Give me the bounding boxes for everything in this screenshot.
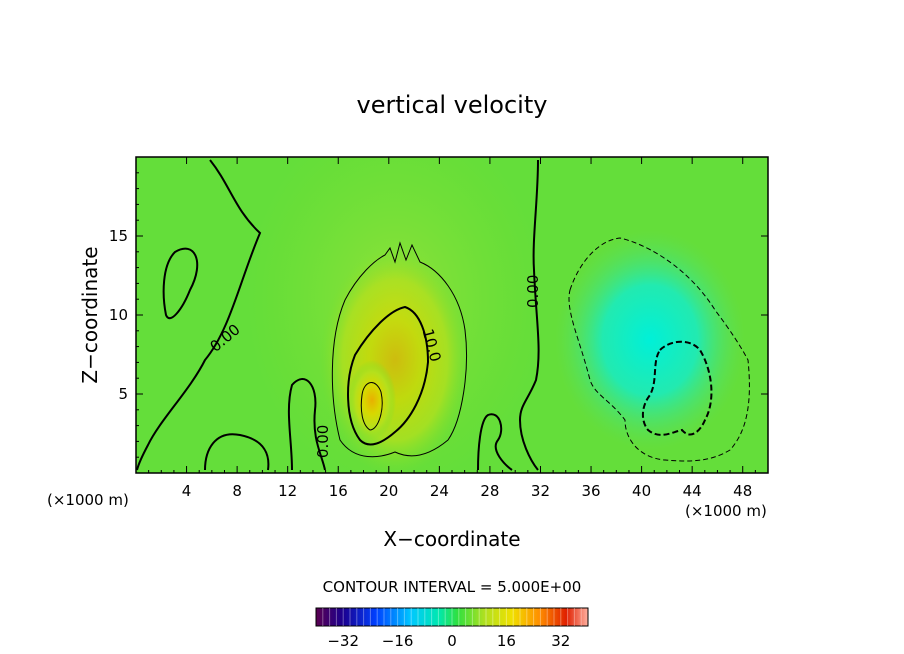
x-tick-label: 32	[531, 482, 550, 500]
x-tick-label: 48	[733, 482, 752, 500]
colorbar-tick-label: 16	[497, 632, 516, 650]
x-ticks: 4 8 12 16 20 24 28 32 36 40 44 48	[148, 157, 756, 500]
y-axis-label: Z−coordinate	[78, 246, 102, 383]
updraft-core	[348, 360, 396, 440]
x-tick-label: 24	[430, 482, 449, 500]
downdraft-core	[555, 230, 745, 450]
y-tick-label: 15	[109, 227, 128, 245]
y-ticks: 5 10 15	[109, 172, 768, 458]
colorbar-tick-label: 32	[551, 632, 570, 650]
x-tick-label: 44	[683, 482, 702, 500]
contour-neg-5	[568, 237, 750, 462]
colorbar-bar	[315, 607, 589, 627]
contour-pos-5	[331, 241, 467, 458]
x-unit-label: (×1000 m)	[685, 502, 767, 520]
colorbar-tick-label: 0	[447, 632, 457, 650]
contour-zero-small	[477, 413, 513, 471]
x-tick-label: 16	[329, 482, 348, 500]
contour-pos-10	[347, 305, 430, 446]
contour-pos-15	[360, 382, 383, 431]
colorbar-tick-label: −32	[327, 632, 359, 650]
colorbar: −32 −16 0 16 32	[315, 607, 589, 650]
y-unit-label: (×1000 m)	[47, 491, 129, 509]
colorbar-ticks: −32 −16 0 16 32	[327, 632, 570, 650]
colorbar-stripes	[322, 608, 582, 626]
x-tick-label: 4	[182, 482, 192, 500]
y-tick-label: 5	[118, 385, 128, 403]
contour-label: 0.00	[524, 275, 542, 308]
x-tick-label: 8	[232, 482, 242, 500]
x-tick-label: 12	[278, 482, 297, 500]
contour-zero-left	[136, 159, 262, 471]
contour-interval-label: CONTOUR INTERVAL = 5.000E+00	[323, 578, 582, 596]
chart-title: vertical velocity	[357, 91, 548, 119]
contour-zero-island	[162, 247, 199, 320]
contour-zero-mid	[287, 378, 326, 471]
x-tick-label: 36	[581, 482, 600, 500]
contour-zero-right	[518, 159, 540, 471]
x-tick-label: 28	[480, 482, 499, 500]
colorbar-tick-label: −16	[382, 632, 414, 650]
contour-label: 0.00	[314, 425, 332, 458]
x-tick-label: 20	[379, 482, 398, 500]
contour-neg-10	[642, 340, 713, 436]
y-tick-label: 10	[109, 306, 128, 324]
x-axis-label: X−coordinate	[383, 527, 520, 551]
x-tick-label: 40	[632, 482, 651, 500]
contour-zero-lower	[204, 433, 270, 471]
